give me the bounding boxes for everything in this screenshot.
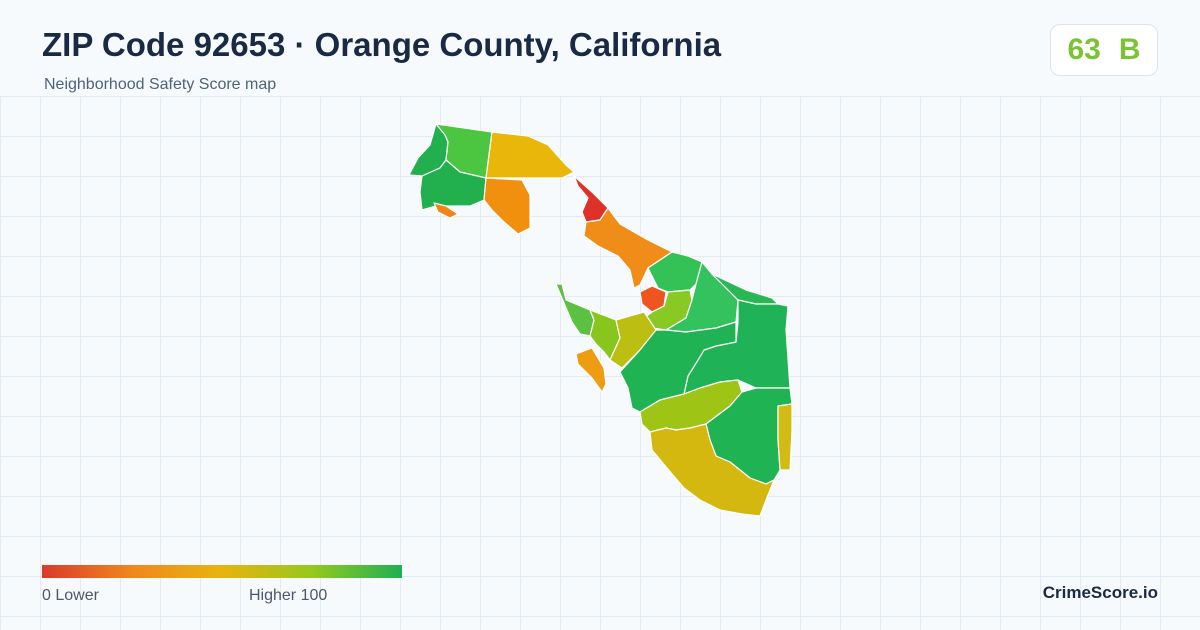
map-region-lime-area [643, 289, 693, 331]
map-region-north-yellow [485, 131, 575, 179]
page-title: ZIP Code 92653 · Orange County, Californ… [42, 26, 722, 63]
legend-max-label: Higher 100 [249, 587, 328, 604]
map-region-central-green [619, 321, 737, 413]
header-band [0, 0, 1200, 96]
page-subtitle: Neighborhood Safety Score map [44, 76, 277, 93]
brand-logo-text: CrimeScore.io [1042, 583, 1158, 602]
legend: 0 Lower Higher 100 [42, 565, 402, 607]
legend-gradient-bar [42, 565, 402, 578]
map-region-south-west-green [555, 283, 595, 337]
map-region-north-orange [483, 177, 531, 235]
map-region-orange-belt [583, 207, 673, 289]
map-region-south-yellow [649, 423, 775, 517]
score-badge: 63 B [1050, 24, 1158, 76]
map-region-olive-yellow [609, 311, 657, 369]
score-value: 63 [1067, 33, 1101, 66]
legend-min-label: 0 Lower [42, 587, 99, 604]
map-region-west-orange-bit [575, 347, 607, 393]
legend-labels: 0 Lower Higher 100 [42, 587, 402, 607]
map-region-east-strip-yellow [777, 403, 793, 471]
map-region-west-small-orange [433, 202, 459, 219]
score-grade: B [1118, 33, 1141, 66]
